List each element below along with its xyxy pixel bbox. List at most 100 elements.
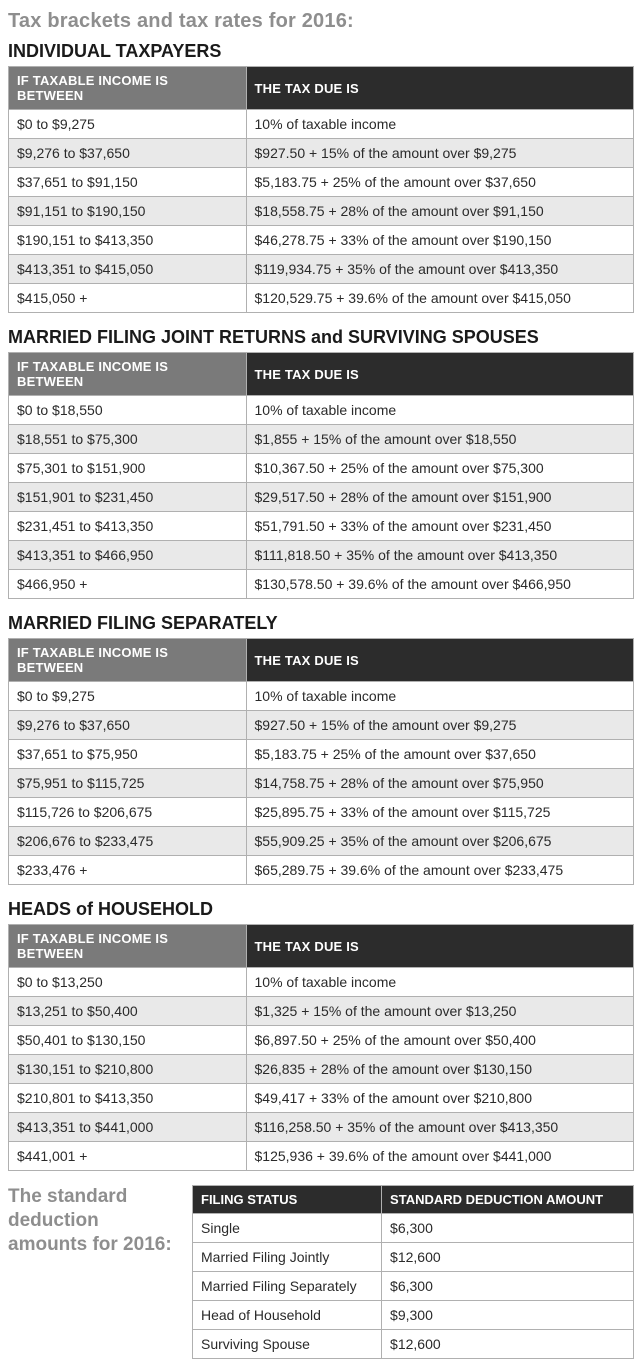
cell-income-range: $75,301 to $151,900 [9,454,247,483]
table-row: $0 to $18,55010% of taxable income [9,396,634,425]
cell-income-range: $466,950 + [9,570,247,599]
table-row: Single$6,300 [193,1214,634,1243]
table-row: $190,151 to $413,350$46,278.75 + 33% of … [9,226,634,255]
table-header-range: IF TAXABLE INCOME IS BETWEEN [9,353,247,396]
table-row: $37,651 to $91,150$5,183.75 + 25% of the… [9,168,634,197]
cell-tax-due: $927.50 + 15% of the amount over $9,275 [246,711,634,740]
cell-tax-due: $1,855 + 15% of the amount over $18,550 [246,425,634,454]
cell-filing-status: Single [193,1214,382,1243]
cell-tax-due: 10% of taxable income [246,968,634,997]
cell-income-range: $0 to $18,550 [9,396,247,425]
cell-tax-due: $25,895.75 + 33% of the amount over $115… [246,798,634,827]
table-row: Head of Household$9,300 [193,1301,634,1330]
cell-income-range: $206,676 to $233,475 [9,827,247,856]
cell-income-range: $190,151 to $413,350 [9,226,247,255]
cell-tax-due: $125,936 + 39.6% of the amount over $441… [246,1142,634,1171]
cell-income-range: $0 to $13,250 [9,968,247,997]
table-row: $441,001 +$125,936 + 39.6% of the amount… [9,1142,634,1171]
table-header-range: IF TAXABLE INCOME IS BETWEEN [9,639,247,682]
table-row: $413,351 to $441,000$116,258.50 + 35% of… [9,1113,634,1142]
tax-bracket-table: IF TAXABLE INCOME IS BETWEENTHE TAX DUE … [8,638,634,885]
cell-income-range: $233,476 + [9,856,247,885]
cell-income-range: $231,451 to $413,350 [9,512,247,541]
deduction-table: FILING STATUS STANDARD DEDUCTION AMOUNT … [192,1185,634,1359]
section-title: MARRIED FILING SEPARATELY [8,613,634,634]
table-row: Surviving Spouse$12,600 [193,1330,634,1359]
tax-bracket-table: IF TAXABLE INCOME IS BETWEENTHE TAX DUE … [8,924,634,1171]
cell-income-range: $130,151 to $210,800 [9,1055,247,1084]
table-header-range: IF TAXABLE INCOME IS BETWEEN [9,925,247,968]
cell-filing-status: Married Filing Separately [193,1272,382,1301]
table-row: $13,251 to $50,400$1,325 + 15% of the am… [9,997,634,1026]
cell-income-range: $441,001 + [9,1142,247,1171]
table-header-due: THE TAX DUE IS [246,353,634,396]
section-title: MARRIED FILING JOINT RETURNS and SURVIVI… [8,327,634,348]
table-header-range: IF TAXABLE INCOME IS BETWEEN [9,67,247,110]
cell-tax-due: 10% of taxable income [246,682,634,711]
table-row: $415,050 +$120,529.75 + 39.6% of the amo… [9,284,634,313]
cell-tax-due: $6,897.50 + 25% of the amount over $50,4… [246,1026,634,1055]
section-title: HEADS of HOUSEHOLD [8,899,634,920]
tax-bracket-table: IF TAXABLE INCOME IS BETWEENTHE TAX DUE … [8,352,634,599]
cell-income-range: $415,050 + [9,284,247,313]
cell-income-range: $115,726 to $206,675 [9,798,247,827]
cell-deduction-amount: $6,300 [382,1214,634,1243]
table-row: $0 to $9,27510% of taxable income [9,110,634,139]
table-row: $231,451 to $413,350$51,791.50 + 33% of … [9,512,634,541]
table-row: $210,801 to $413,350$49,417 + 33% of the… [9,1084,634,1113]
section-title: INDIVIDUAL TAXPAYERS [8,41,634,62]
cell-income-range: $210,801 to $413,350 [9,1084,247,1113]
cell-tax-due: $51,791.50 + 33% of the amount over $231… [246,512,634,541]
cell-deduction-amount: $12,600 [382,1243,634,1272]
table-row: $115,726 to $206,675$25,895.75 + 33% of … [9,798,634,827]
page-title: Tax brackets and tax rates for 2016: [8,10,634,33]
cell-tax-due: $46,278.75 + 33% of the amount over $190… [246,226,634,255]
cell-deduction-amount: $6,300 [382,1272,634,1301]
cell-income-range: $413,351 to $415,050 [9,255,247,284]
table-row: $91,151 to $190,150$18,558.75 + 28% of t… [9,197,634,226]
cell-income-range: $0 to $9,275 [9,682,247,711]
table-row: $206,676 to $233,475$55,909.25 + 35% of … [9,827,634,856]
cell-income-range: $9,276 to $37,650 [9,139,247,168]
cell-income-range: $9,276 to $37,650 [9,711,247,740]
table-row: $9,276 to $37,650$927.50 + 15% of the am… [9,711,634,740]
cell-income-range: $151,901 to $231,450 [9,483,247,512]
cell-income-range: $13,251 to $50,400 [9,997,247,1026]
table-row: $75,301 to $151,900$10,367.50 + 25% of t… [9,454,634,483]
cell-tax-due: $119,934.75 + 35% of the amount over $41… [246,255,634,284]
cell-tax-due: $49,417 + 33% of the amount over $210,80… [246,1084,634,1113]
table-row: $9,276 to $37,650$927.50 + 15% of the am… [9,139,634,168]
tax-bracket-sections: INDIVIDUAL TAXPAYERS IF TAXABLE INCOME IS… [8,41,634,1171]
cell-income-range: $37,651 to $75,950 [9,740,247,769]
cell-tax-due: $14,758.75 + 28% of the amount over $75,… [246,769,634,798]
table-row: $466,950 +$130,578.50 + 39.6% of the amo… [9,570,634,599]
cell-income-range: $50,401 to $130,150 [9,1026,247,1055]
cell-tax-due: $18,558.75 + 28% of the amount over $91,… [246,197,634,226]
tax-bracket-table: IF TAXABLE INCOME IS BETWEENTHE TAX DUE … [8,66,634,313]
cell-income-range: $413,351 to $466,950 [9,541,247,570]
table-row: $50,401 to $130,150$6,897.50 + 25% of th… [9,1026,634,1055]
cell-tax-due: $927.50 + 15% of the amount over $9,275 [246,139,634,168]
cell-tax-due: $26,835 + 28% of the amount over $130,15… [246,1055,634,1084]
cell-tax-due: $29,517.50 + 28% of the amount over $151… [246,483,634,512]
table-header-due: THE TAX DUE IS [246,67,634,110]
cell-income-range: $0 to $9,275 [9,110,247,139]
cell-deduction-amount: $12,600 [382,1330,634,1359]
table-row: $0 to $9,27510% of taxable income [9,682,634,711]
table-row: $37,651 to $75,950$5,183.75 + 25% of the… [9,740,634,769]
table-row: $413,351 to $466,950$111,818.50 + 35% of… [9,541,634,570]
table-row: $0 to $13,25010% of taxable income [9,968,634,997]
cell-tax-due: $120,529.75 + 39.6% of the amount over $… [246,284,634,313]
cell-deduction-amount: $9,300 [382,1301,634,1330]
cell-filing-status: Surviving Spouse [193,1330,382,1359]
cell-tax-due: $5,183.75 + 25% of the amount over $37,6… [246,740,634,769]
cell-income-range: $91,151 to $190,150 [9,197,247,226]
table-row: Married Filing Separately$6,300 [193,1272,634,1301]
table-row: $130,151 to $210,800$26,835 + 28% of the… [9,1055,634,1084]
cell-tax-due: $1,325 + 15% of the amount over $13,250 [246,997,634,1026]
table-header-due: THE TAX DUE IS [246,925,634,968]
cell-tax-due: $5,183.75 + 25% of the amount over $37,6… [246,168,634,197]
cell-tax-due: $130,578.50 + 39.6% of the amount over $… [246,570,634,599]
cell-tax-due: $111,818.50 + 35% of the amount over $41… [246,541,634,570]
table-header-due: THE TAX DUE IS [246,639,634,682]
